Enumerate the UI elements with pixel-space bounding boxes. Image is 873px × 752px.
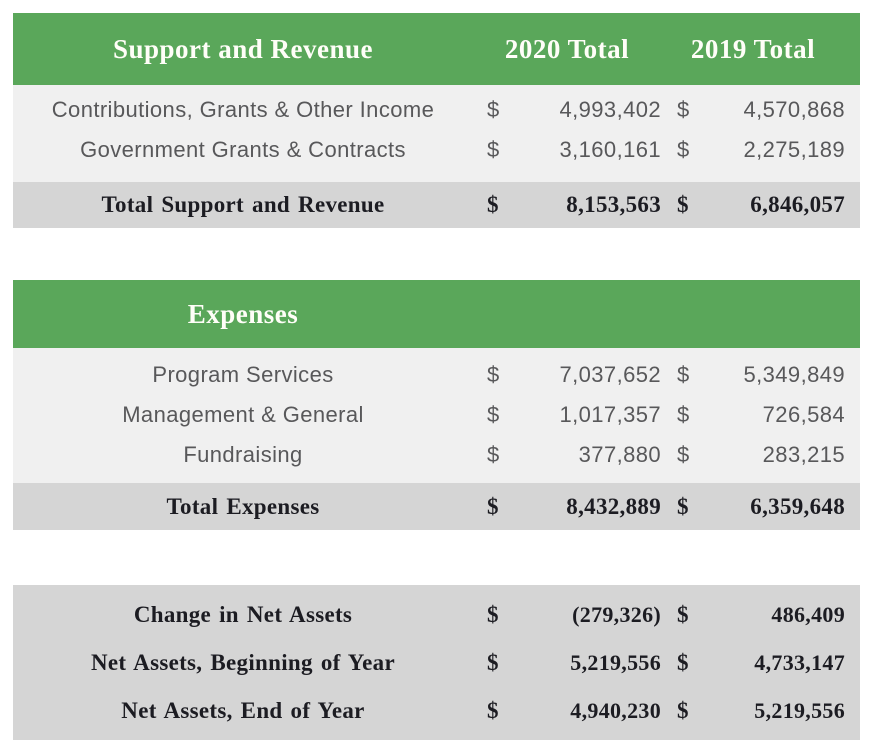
support-revenue-header-row: Support and Revenue 2020 Total 2019 Tota… [13,13,860,85]
amount-2019: 283,215 [762,442,845,467]
total-support-revenue-row: Total Support and Revenue $ 8,153,563 $ … [13,182,860,228]
amount-2020: 377,880 [578,442,661,467]
total-2020: 8,432,889 [566,493,661,519]
row-label: Government Grants & Contracts [80,137,406,162]
net-assets-section: Change in Net Assets $ (279,326) $ 486,4… [13,585,860,740]
financial-statement-table: Support and Revenue 2020 Total 2019 Tota… [13,13,860,740]
total-2020: 8,153,563 [566,192,661,217]
dollar-sign: $ [677,698,689,723]
total-label: Total Expenses [166,493,320,519]
dollar-sign: $ [487,698,499,723]
amount-2020: 1,017,357 [559,402,661,427]
amount-2019: 726,584 [762,402,845,427]
dollar-sign: $ [487,362,500,387]
dollar-sign: $ [677,137,690,162]
net-assets-end-row: Net Assets, End of Year $ 4,940,230 $ 5,… [13,687,860,735]
amount-2019: 5,219,556 [754,698,845,723]
row-label: Change in Net Assets [133,602,353,627]
dollar-sign: $ [677,192,689,217]
total-2019: 6,359,648 [750,493,845,519]
dollar-sign: $ [677,650,689,675]
amount-2019: 486,409 [771,602,845,627]
dollar-sign: $ [487,493,499,519]
dollar-sign: $ [677,493,689,519]
row-label: Net Assets, End of Year [121,698,365,723]
dollar-sign: $ [487,192,499,217]
section-title-support-revenue: Support and Revenue [112,33,374,64]
dollar-sign: $ [677,442,690,467]
amount-2020: 5,219,556 [570,650,661,675]
dollar-sign: $ [487,97,500,122]
row-label: Program Services [152,362,334,387]
dollar-sign: $ [487,137,500,162]
row-label: Fundraising [183,442,303,467]
dollar-sign: $ [677,602,689,627]
row-label: Management & General [122,402,364,427]
total-expenses-row: Total Expenses $ 8,432,889 $ 6,359,648 [13,483,860,530]
table-row: Management & General $ 1,017,357 $ 726,5… [13,395,860,435]
expenses-body: Program Services $ 7,037,652 $ 5,349,849… [13,348,860,483]
dollar-sign: $ [677,97,690,122]
table-row: Contributions, Grants & Other Income $ 4… [13,90,860,130]
column-header-2019-total: 2019 Total [690,33,816,64]
section-title-expenses: Expenses [187,298,299,329]
amount-2020: 3,160,161 [559,137,661,162]
change-in-net-assets-row: Change in Net Assets $ (279,326) $ 486,4… [13,591,860,639]
dollar-sign: $ [487,442,500,467]
amount-2019: 4,733,147 [754,650,845,675]
amount-2020: (279,326) [572,602,661,627]
dollar-sign: $ [677,362,690,387]
table-row: Fundraising $ 377,880 $ 283,215 [13,435,860,475]
row-label: Net Assets, Beginning of Year [91,650,395,675]
expenses-header-row: Expenses [13,280,860,348]
amount-2020: 4,993,402 [559,97,661,122]
section-spacer [13,530,860,585]
amount-2019: 4,570,868 [743,97,845,122]
support-revenue-body: Contributions, Grants & Other Income $ 4… [13,85,860,182]
dollar-sign: $ [677,402,690,427]
table-row: Program Services $ 7,037,652 $ 5,349,849 [13,355,860,395]
row-label: Contributions, Grants & Other Income [51,97,435,122]
net-assets-beginning-row: Net Assets, Beginning of Year $ 5,219,55… [13,639,860,687]
section-spacer [13,228,860,280]
table-row: Government Grants & Contracts $ 3,160,16… [13,130,860,170]
amount-2020: 7,037,652 [559,362,661,387]
total-2019: 6,846,057 [750,192,845,217]
column-header-2020-total: 2020 Total [504,33,630,64]
dollar-sign: $ [487,650,499,675]
amount-2019: 5,349,849 [743,362,845,387]
dollar-sign: $ [487,402,500,427]
amount-2020: 4,940,230 [570,698,661,723]
total-label: Total Support and Revenue [101,192,385,217]
dollar-sign: $ [487,602,499,627]
amount-2019: 2,275,189 [743,137,845,162]
